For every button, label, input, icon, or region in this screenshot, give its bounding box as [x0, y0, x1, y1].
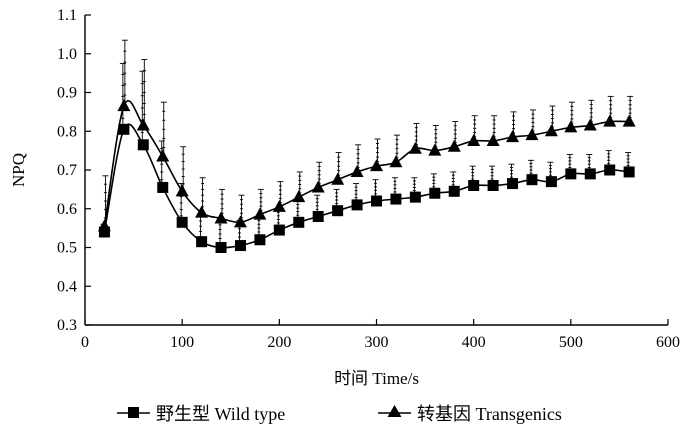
data-point-square — [118, 123, 130, 135]
series-layer — [97, 39, 636, 253]
data-point-square — [623, 166, 635, 178]
legend-item-wild-type: 野生型 Wild type — [117, 404, 285, 424]
y-tick-label: 0.5 — [57, 240, 77, 257]
data-point-square — [293, 216, 305, 228]
data-point-triangle — [97, 219, 111, 232]
data-point-square — [409, 191, 421, 203]
x-axis-label: 时间 Time/s — [334, 369, 419, 388]
x-tick-label: 300 — [365, 334, 389, 351]
y-ticks: 0.3 0.4 0.5 0.6 0.7 0.8 0.9 1.0 1.1 — [57, 7, 91, 334]
data-point-square — [215, 242, 227, 253]
data-point-square — [429, 187, 441, 199]
data-point-triangle — [292, 190, 306, 203]
data-point-triangle — [117, 99, 131, 112]
data-point-triangle — [195, 205, 209, 218]
y-tick-label: 0.9 — [57, 85, 77, 102]
data-point-triangle — [408, 141, 422, 154]
data-point-triangle — [175, 184, 189, 197]
y-axis-label: NPQ — [9, 153, 28, 187]
data-point-square — [137, 139, 149, 151]
data-point-triangle — [389, 155, 403, 168]
data-point-triangle — [311, 180, 325, 193]
data-point-square — [526, 174, 538, 186]
data-point-square — [351, 199, 363, 211]
data-point-square — [157, 181, 169, 193]
x-tick-label: 200 — [267, 334, 291, 351]
data-point-square — [584, 168, 596, 180]
data-point-triangle — [467, 133, 481, 146]
data-point-triangle — [564, 120, 578, 133]
x-tick-label: 0 — [81, 334, 89, 351]
legend-triangle-marker — [387, 405, 402, 417]
x-tick-label: 400 — [462, 334, 486, 351]
data-point-triangle — [544, 124, 558, 137]
x-ticks: 0 100 200 300 400 500 600 — [81, 319, 680, 351]
data-point-square — [254, 234, 266, 246]
legend-label-wild-type: 野生型 Wild type — [156, 404, 285, 424]
data-point-triangle — [253, 207, 267, 220]
data-point-square — [448, 185, 460, 197]
data-point-triangle — [136, 118, 150, 131]
data-point-square — [507, 178, 519, 190]
data-point-square — [371, 195, 382, 207]
data-point-square — [565, 168, 577, 180]
y-tick-label: 1.1 — [57, 7, 77, 24]
x-tick-label: 500 — [559, 334, 583, 351]
data-point-square — [196, 236, 208, 248]
data-point-square — [234, 240, 246, 252]
x-tick-label: 100 — [170, 334, 194, 351]
series-wild-type — [98, 62, 635, 253]
legend-square-marker — [128, 407, 139, 418]
data-point-square — [604, 164, 616, 176]
y-tick-label: 0.8 — [57, 123, 77, 140]
data-point-triangle — [370, 159, 383, 172]
y-tick-label: 0.7 — [57, 162, 77, 179]
data-point-triangle — [272, 199, 286, 212]
data-point-triangle — [447, 139, 461, 152]
y-tick-label: 0.3 — [57, 317, 77, 334]
data-point-triangle — [506, 130, 520, 143]
data-point-square — [545, 176, 557, 188]
data-point-triangle — [583, 118, 597, 131]
series-transgenics — [97, 39, 636, 232]
data-point-triangle — [331, 172, 345, 185]
y-tick-label: 0.6 — [57, 201, 77, 218]
y-tick-label: 1.0 — [57, 46, 77, 63]
data-point-square — [273, 224, 285, 236]
data-point-triangle — [156, 149, 170, 162]
data-point-square — [176, 216, 188, 228]
data-point-triangle — [350, 164, 364, 177]
data-point-square — [312, 211, 324, 222]
data-point-square — [487, 180, 499, 191]
data-point-triangle — [486, 133, 500, 146]
data-point-triangle — [525, 128, 539, 141]
y-tick-label: 0.4 — [57, 278, 77, 295]
data-point-triangle — [622, 114, 636, 127]
data-point-square — [332, 205, 344, 217]
data-point-square — [390, 193, 402, 205]
x-tick-label: 600 — [656, 334, 680, 351]
data-point-triangle — [603, 114, 617, 127]
data-point-square — [98, 226, 110, 238]
data-point-triangle — [428, 143, 442, 156]
legend-label-transgenics: 转基因 Transgenics — [417, 404, 562, 424]
data-point-triangle — [214, 211, 228, 224]
data-point-triangle — [233, 215, 247, 228]
axes: 0 100 200 300 400 500 600 0.30.40.50.60.70.80.… — [57, 7, 680, 351]
legend-item-transgenics: 转基因 Transgenics — [378, 404, 562, 424]
legend: 野生型 Wild type 转基因 Transgenics — [117, 404, 562, 424]
data-point-square — [468, 180, 480, 191]
